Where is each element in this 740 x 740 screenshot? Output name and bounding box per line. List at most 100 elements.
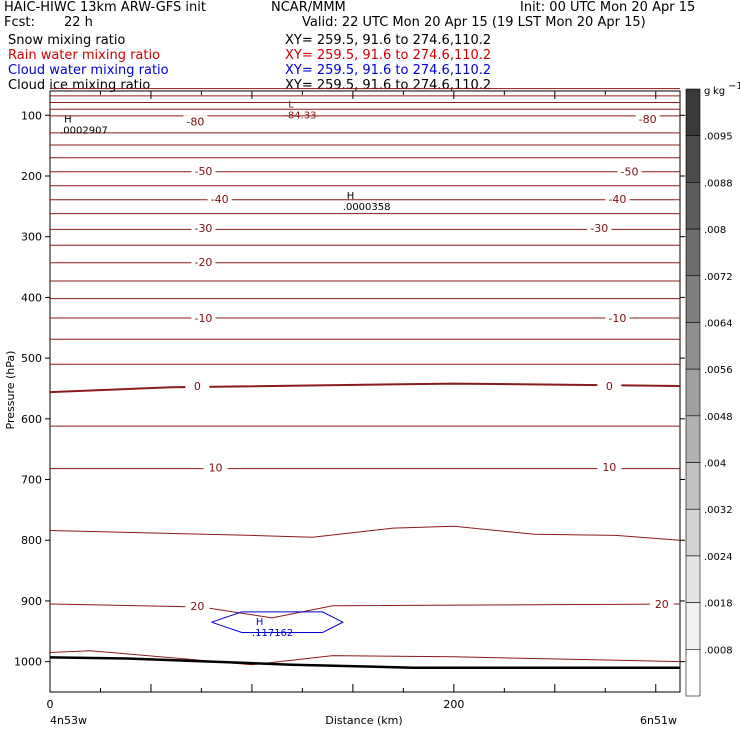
- isotherm-label: 0: [606, 380, 613, 393]
- contour-lines: [49, 88, 681, 669]
- isotherm-label-bg: [191, 222, 216, 235]
- colorbar-label: .0056: [704, 365, 733, 376]
- isotherm-label-bg: [191, 312, 216, 325]
- isotherm-label: 20: [655, 598, 669, 611]
- colorbar-swatch: [685, 508, 701, 557]
- isotherm-label-bg: [203, 461, 228, 474]
- colorbar-swatch: [685, 182, 701, 230]
- isotherm-label-bg: [191, 165, 216, 178]
- isotherm-line-20: [49, 603, 681, 619]
- field-xy-snow: XY= 259.5, 91.6 to 274.6,110.2: [285, 33, 492, 48]
- colorbar-swatch: [685, 555, 701, 603]
- isotherm-label-bg: [597, 460, 622, 473]
- isotherm-label: -10: [194, 312, 212, 325]
- x-tick-label: 200: [443, 698, 464, 711]
- isotherm-label: -50: [194, 165, 212, 178]
- isotherm-label: -40: [608, 193, 626, 206]
- isotherm-label: -30: [194, 222, 212, 235]
- extremum-value: -84.33: [284, 110, 316, 121]
- init-time: Init: 00 UTC Mon 20 Apr 15: [520, 0, 696, 15]
- extremum-marker: H: [347, 191, 355, 202]
- colorbar-label: .0072: [704, 272, 733, 283]
- org-label: NCAR/MMM: [271, 0, 346, 15]
- colorbar-swatch: [685, 462, 701, 510]
- x-right-endpoint: 6n51w: [640, 714, 677, 727]
- field-name-cloudice: Cloud ice mixing ratio: [8, 78, 151, 93]
- isotherm-label-bg: [185, 599, 210, 612]
- isotherm-label-bg: [597, 380, 622, 393]
- colorbar-label: .0064: [704, 318, 733, 329]
- y-axis-label: Pressure (hPa): [4, 351, 17, 430]
- isotherm-line-0: [49, 382, 681, 394]
- colorbar-swatch: [685, 322, 701, 370]
- field-xy-rain: XY= 259.5, 91.6 to 274.6,110.2: [285, 48, 492, 63]
- field-name-rain: Rain water mixing ratio: [8, 48, 161, 63]
- y-tick-label: 200: [21, 170, 42, 183]
- isotherm-line: [49, 650, 681, 666]
- isotherm-label-bg: [191, 256, 216, 269]
- extremum-value: .0000358: [343, 202, 391, 213]
- colorbar-swatch: [685, 649, 701, 697]
- colorbar-label: .0024: [704, 552, 733, 563]
- field-xy-cloudice: XY= 259.5, 91.6 to 274.6,110.2: [285, 78, 492, 93]
- isotherm-label-bg: [605, 193, 630, 206]
- terrain-line: [49, 656, 680, 669]
- field-name-snow: Snow mixing ratio: [8, 33, 126, 48]
- extremum-marker: L: [288, 99, 294, 110]
- colorbar-swatch: [685, 602, 701, 650]
- isotherm-label: -80: [186, 115, 204, 128]
- isotherm-label: -30: [590, 222, 608, 235]
- valid-time: Valid: 22 UTC Mon 20 Apr 15 (19 LST Mon …: [302, 15, 646, 30]
- isotherm-label-bg: [649, 597, 674, 610]
- field-xy-cloudwater: XY= 259.5, 91.6 to 274.6,110.2: [285, 63, 492, 78]
- fcst-value: 22 h: [64, 15, 93, 30]
- isotherm-label: -10: [608, 312, 626, 325]
- colorbar-swatch: [685, 228, 701, 277]
- fcst-label: Fcst:: [4, 15, 35, 30]
- colorbar-label: .0048: [704, 412, 733, 423]
- cloud-water-contour: [211, 611, 344, 633]
- colorbar-unit-kg: kg: [713, 86, 725, 97]
- isotherm-label: -40: [211, 193, 229, 206]
- isotherm-label-bg: [617, 165, 642, 178]
- x-tick-label: 0: [47, 698, 54, 711]
- isotherm-label-bg: [587, 222, 612, 235]
- colorbar-label: .0095: [704, 132, 733, 143]
- y-tick-label: 900: [21, 595, 42, 608]
- contour-labels: -80 -80 -50 -50 -40 -40 -30 -30 -20 -10 -10 0 0 10 10 2…: [60, 99, 674, 639]
- isotherm-label: 20: [190, 600, 204, 613]
- y-tick-label: 500: [21, 352, 42, 365]
- colorbar-swatch: [685, 415, 701, 463]
- y-tick-label: 600: [21, 413, 42, 426]
- extremum-value: .117162: [252, 628, 293, 639]
- isotherm-label: 10: [209, 461, 223, 474]
- y-tick-label: 1000: [14, 656, 42, 669]
- field-name-cloudwater: Cloud water mixing ratio: [8, 63, 169, 78]
- colorbar-label: .008: [704, 225, 726, 236]
- isotherm-label: -50: [621, 166, 639, 179]
- colorbar-swatch: [685, 135, 701, 183]
- isotherm-label: 10: [602, 461, 616, 474]
- colorbar-swatch: [685, 275, 701, 323]
- isotherm-label-bg: [183, 115, 208, 128]
- colorbar-unit-g: g: [704, 86, 710, 97]
- isotherm-label-bg: [635, 112, 660, 125]
- colorbar-label: .0088: [704, 178, 733, 189]
- isotherm-label: -20: [194, 256, 212, 269]
- y-tick-label: 700: [21, 474, 42, 487]
- colorbar-label: .0018: [704, 599, 733, 610]
- colorbar-swatch: [685, 368, 701, 417]
- extremum-marker: H: [64, 115, 72, 126]
- model-title: HAIC-HIWC 13km ARW-GFS init: [4, 0, 206, 15]
- colorbar-unit-exponent: −1: [728, 81, 740, 92]
- y-tick-label: 800: [21, 534, 42, 547]
- isotherm-label-bg: [207, 193, 232, 206]
- isotherm-line: [49, 525, 681, 541]
- isotherm-label-bg: [185, 380, 210, 393]
- y-tick-label: 100: [21, 109, 42, 122]
- isotherm-label: -80: [639, 113, 657, 126]
- isotherm-label: 0: [194, 380, 201, 393]
- x-axis-label: Distance (km): [325, 714, 402, 727]
